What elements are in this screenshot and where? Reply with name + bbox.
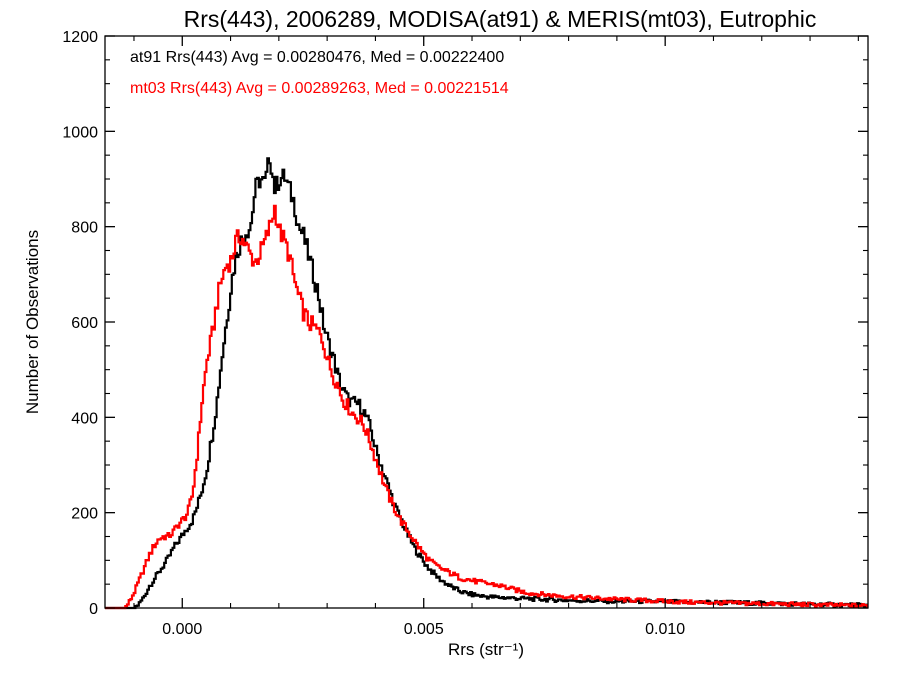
y-tick-label: 800 (71, 220, 98, 237)
x-axis-label: Rrs (str⁻¹) (448, 640, 524, 659)
y-tick-label: 600 (71, 315, 98, 332)
series-line-mt03 (105, 204, 869, 610)
legend: at91 Rrs(443) Avg = 0.00280476, Med = 0.… (130, 49, 509, 97)
series-layer (105, 157, 869, 610)
y-tick-label: 200 (71, 506, 98, 523)
y-tick-label: 400 (71, 410, 98, 427)
chart-title: Rrs(443), 2006289, MODISA(at91) & MERIS(… (184, 6, 817, 32)
plot-frame (104, 35, 869, 609)
y-tick-label: 1200 (62, 29, 98, 46)
axis-layer: 0 200 400 600 800 1000 1200 0.000 0.005 0.010 (62, 29, 868, 638)
y-tick-label: 0 (89, 601, 98, 618)
legend-entry-at91: at91 Rrs(443) Avg = 0.00280476, Med = 0.… (130, 49, 504, 66)
y-axis-label: Number of Observations (23, 230, 42, 414)
y-tick-label: 1000 (62, 124, 98, 141)
series-line-at91 (105, 157, 869, 610)
x-tick-label: 0.000 (162, 621, 202, 638)
x-tick-label: 0.010 (645, 621, 685, 638)
legend-entry-mt03: mt03 Rrs(443) Avg = 0.00289263, Med = 0.… (130, 80, 509, 97)
x-tick-label: 0.005 (404, 621, 444, 638)
